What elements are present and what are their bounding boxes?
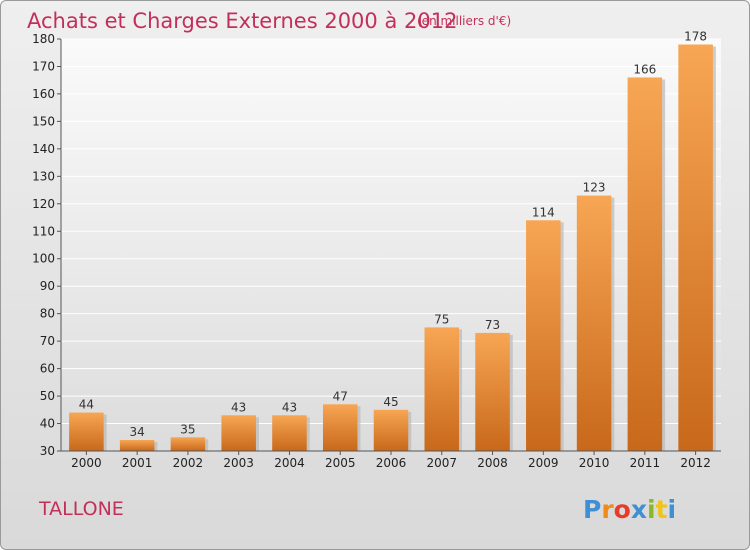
- logo-letter: i: [647, 495, 656, 524]
- y-tick-label: 50: [40, 389, 55, 403]
- bar: [627, 77, 663, 451]
- data-label: 43: [282, 400, 297, 414]
- y-tick-label: 90: [40, 279, 55, 293]
- data-label: 166: [633, 62, 656, 76]
- bar: [322, 404, 358, 451]
- x-tick-label: 2002: [173, 456, 204, 470]
- logo-letter: P: [583, 495, 601, 524]
- data-label: 44: [79, 398, 94, 412]
- data-label: 43: [231, 400, 246, 414]
- bar: [69, 412, 104, 451]
- data-label: 178: [684, 29, 707, 43]
- proxiti-logo: Proxiti: [583, 495, 676, 524]
- x-tick-label: 2001: [122, 456, 153, 470]
- y-tick-label: 40: [40, 417, 55, 431]
- axes: 30 40 50 60 70 80 90 100 110 120 130 140 150 160 170 18…: [32, 32, 721, 470]
- y-tick-label: 110: [32, 224, 55, 238]
- chart-title: Achats et Charges Externes 2000 à 2012: [27, 9, 457, 33]
- y-tick-label: 30: [40, 444, 55, 458]
- x-tick-label: 2006: [376, 456, 407, 470]
- logo-letter: i: [668, 495, 677, 524]
- logo-letter: t: [656, 495, 668, 524]
- bar: [373, 409, 409, 451]
- commune-name: TALLONE: [38, 498, 124, 520]
- plot-background: [61, 39, 721, 451]
- bar: [119, 440, 155, 451]
- y-tick-label: 100: [32, 252, 55, 266]
- x-tick-label: 2010: [579, 456, 610, 470]
- y-tick-label: 120: [32, 197, 55, 211]
- x-tick-label: 2008: [477, 456, 508, 470]
- data-label: 123: [583, 181, 606, 195]
- y-tick-label: 160: [32, 87, 55, 101]
- data-label: 47: [333, 389, 348, 403]
- bar: [576, 195, 612, 451]
- data-label: 114: [532, 205, 555, 219]
- y-tick-label: 70: [40, 334, 55, 348]
- x-tick-label: 2005: [325, 456, 356, 470]
- y-tick-label: 170: [32, 59, 55, 73]
- x-tick-label: 2003: [223, 456, 254, 470]
- data-label: 45: [383, 395, 398, 409]
- bar: [475, 332, 510, 451]
- bars: 44 34 35 43 43 47 45 75 73 114 123 166 178: [69, 29, 716, 451]
- y-tick-label: 80: [40, 307, 55, 321]
- bar: [424, 327, 460, 451]
- y-tick-label: 140: [32, 142, 55, 156]
- gridlines: [61, 38, 721, 425]
- data-label: 34: [130, 425, 145, 439]
- logo-letter: o: [614, 495, 631, 524]
- y-tick-label: 180: [32, 32, 55, 46]
- y-tick-label: 60: [40, 362, 55, 376]
- logo-letter: x: [631, 495, 647, 524]
- x-tick-label: 2012: [680, 456, 711, 470]
- logo-letter: r: [601, 495, 614, 524]
- data-label: 75: [434, 312, 449, 326]
- x-tick-label: 2007: [426, 456, 457, 470]
- y-tick-label: 150: [32, 114, 55, 128]
- bar: [170, 437, 206, 451]
- x-tick-label: 2011: [630, 456, 661, 470]
- chart-unit: (en milliers d'€): [417, 14, 511, 28]
- bar: [526, 220, 561, 451]
- x-tick-label: 2009: [528, 456, 559, 470]
- data-label: 73: [485, 318, 500, 332]
- x-tick-label: 2004: [274, 456, 305, 470]
- bar: [678, 44, 713, 451]
- data-label: 35: [180, 422, 195, 436]
- bar: [221, 415, 256, 451]
- y-tick-label: 130: [32, 169, 55, 183]
- x-tick-label: 2000: [71, 456, 102, 470]
- bar: [272, 415, 307, 451]
